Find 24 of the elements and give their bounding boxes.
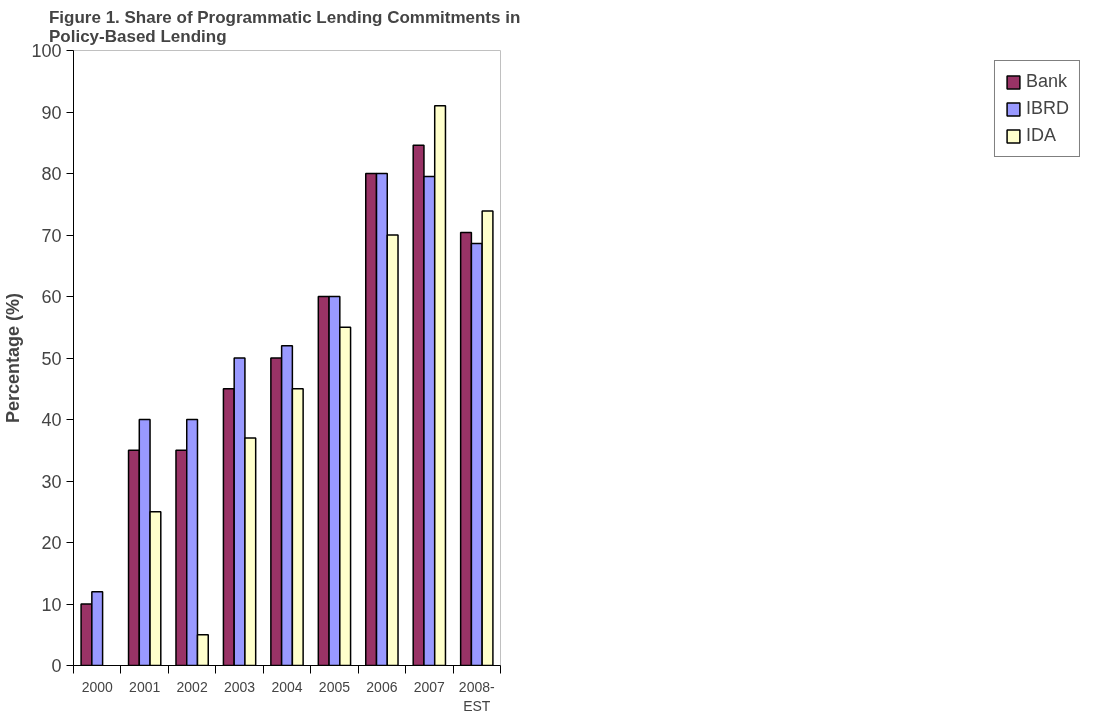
legend-label: IBRD [1025, 98, 1069, 119]
y-tick-label: 90 [41, 102, 62, 123]
y-tick-label: 80 [41, 164, 62, 184]
y-tick-label: 50 [41, 348, 62, 369]
x-tick-label: 2004 [271, 678, 303, 695]
x-tick-label: 2005 [318, 678, 351, 695]
y-tick-label: 10 [41, 594, 62, 615]
y-tick-label: 0 [51, 656, 62, 676]
legend-label: Bank [1025, 71, 1068, 92]
x-tick-label: 2003 [223, 678, 256, 695]
x-tick-label: 2001 [129, 678, 161, 695]
y-tick-label: 30 [41, 471, 62, 492]
x-tick-label: 2008-EST [458, 678, 496, 714]
x-tick-label: 2006 [366, 678, 398, 695]
y-axis-title: Percentage (%) [3, 292, 24, 424]
y-tick-label: 40 [41, 410, 62, 430]
y-tick-label: 20 [41, 533, 62, 553]
x-tick-label: 2002 [176, 678, 208, 695]
x-tick-label: 2000 [81, 678, 114, 695]
y-tick-label: 100 [31, 41, 62, 61]
y-tick-label: 70 [41, 225, 62, 246]
legend-label: IDA [1025, 125, 1056, 146]
y-tick-label: 60 [41, 287, 62, 307]
x-tick-label: 2007 [413, 678, 446, 695]
